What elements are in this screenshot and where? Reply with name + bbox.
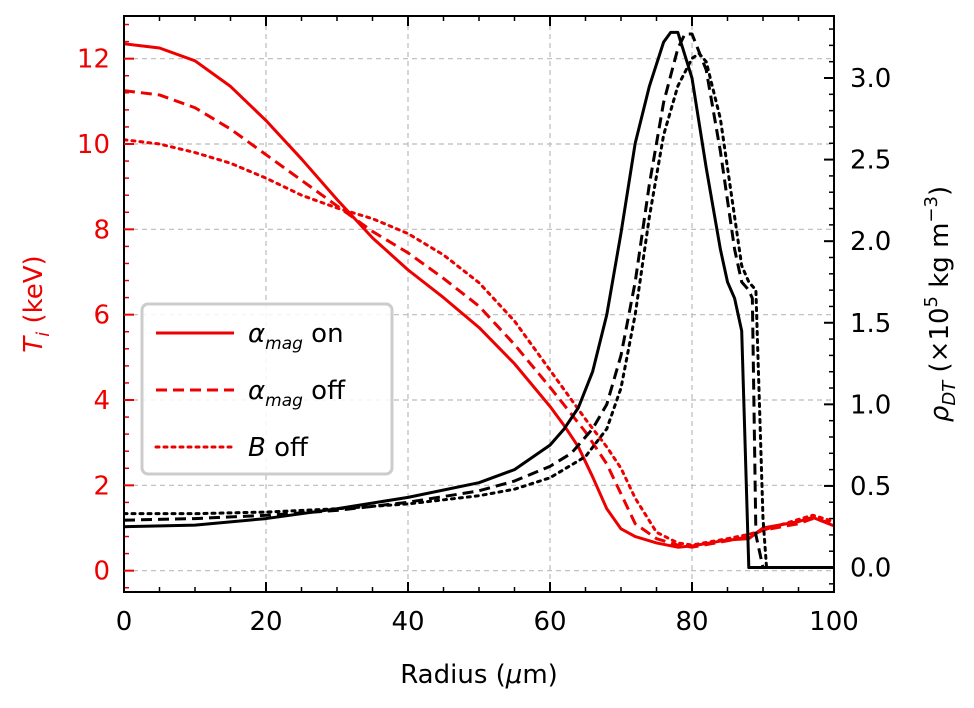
legend: αmag on αmag off B off [140, 302, 394, 476]
right-tick-labels: 0.0 0.5 1.0 1.5 2.0 2.5 3.0 [850, 64, 891, 584]
legend-box [140, 302, 394, 476]
left-tick-label: 0 [93, 557, 110, 587]
series-line-5 [124, 52, 834, 570]
left-tick-label: 12 [77, 45, 110, 75]
series-line-4 [124, 32, 834, 570]
legend-label: αmag on [248, 319, 344, 354]
x-tick-label: 40 [391, 607, 424, 637]
right-axis-label: ρDT (×105 kg m−3) [921, 186, 960, 422]
right-tick-label: 0.5 [850, 472, 891, 502]
x-tick-label: 80 [675, 607, 708, 637]
series-line-2 [124, 138, 834, 547]
legend-label: αmag off [248, 376, 346, 411]
left-tick-label: 10 [77, 130, 110, 160]
left-tick-label: 6 [93, 301, 110, 331]
x-tick-label: 20 [249, 607, 282, 637]
major-ticks [123, 16, 835, 592]
left-tick-label: 2 [93, 471, 110, 501]
right-tick-label: 1.5 [850, 309, 891, 339]
right-tick-label: 3.0 [850, 64, 891, 94]
x-tick-label: 60 [533, 607, 566, 637]
left-tick-labels: 0 2 4 6 8 10 12 [77, 45, 110, 587]
series-layer [124, 30, 834, 570]
left-tick-label: 4 [93, 386, 110, 416]
right-tick-label: 1.0 [850, 390, 891, 420]
series-line-1 [124, 89, 834, 549]
left-axis-label: Ti (keV) [19, 255, 54, 352]
left-tick-label: 8 [93, 215, 110, 245]
series-line-3 [124, 30, 834, 570]
right-tick-label: 0.0 [850, 554, 891, 584]
right-tick-label: 2.0 [850, 227, 891, 257]
x-axis-label: Radius (μm) [400, 660, 558, 690]
right-tick-label: 2.5 [850, 146, 891, 176]
plot-frame [123, 15, 835, 593]
x-tick-label: 0 [116, 607, 133, 637]
x-tick-labels: 0 20 40 60 80 100 [116, 607, 859, 637]
x-tick-label: 100 [809, 607, 859, 637]
legend-label: B off [248, 433, 309, 463]
